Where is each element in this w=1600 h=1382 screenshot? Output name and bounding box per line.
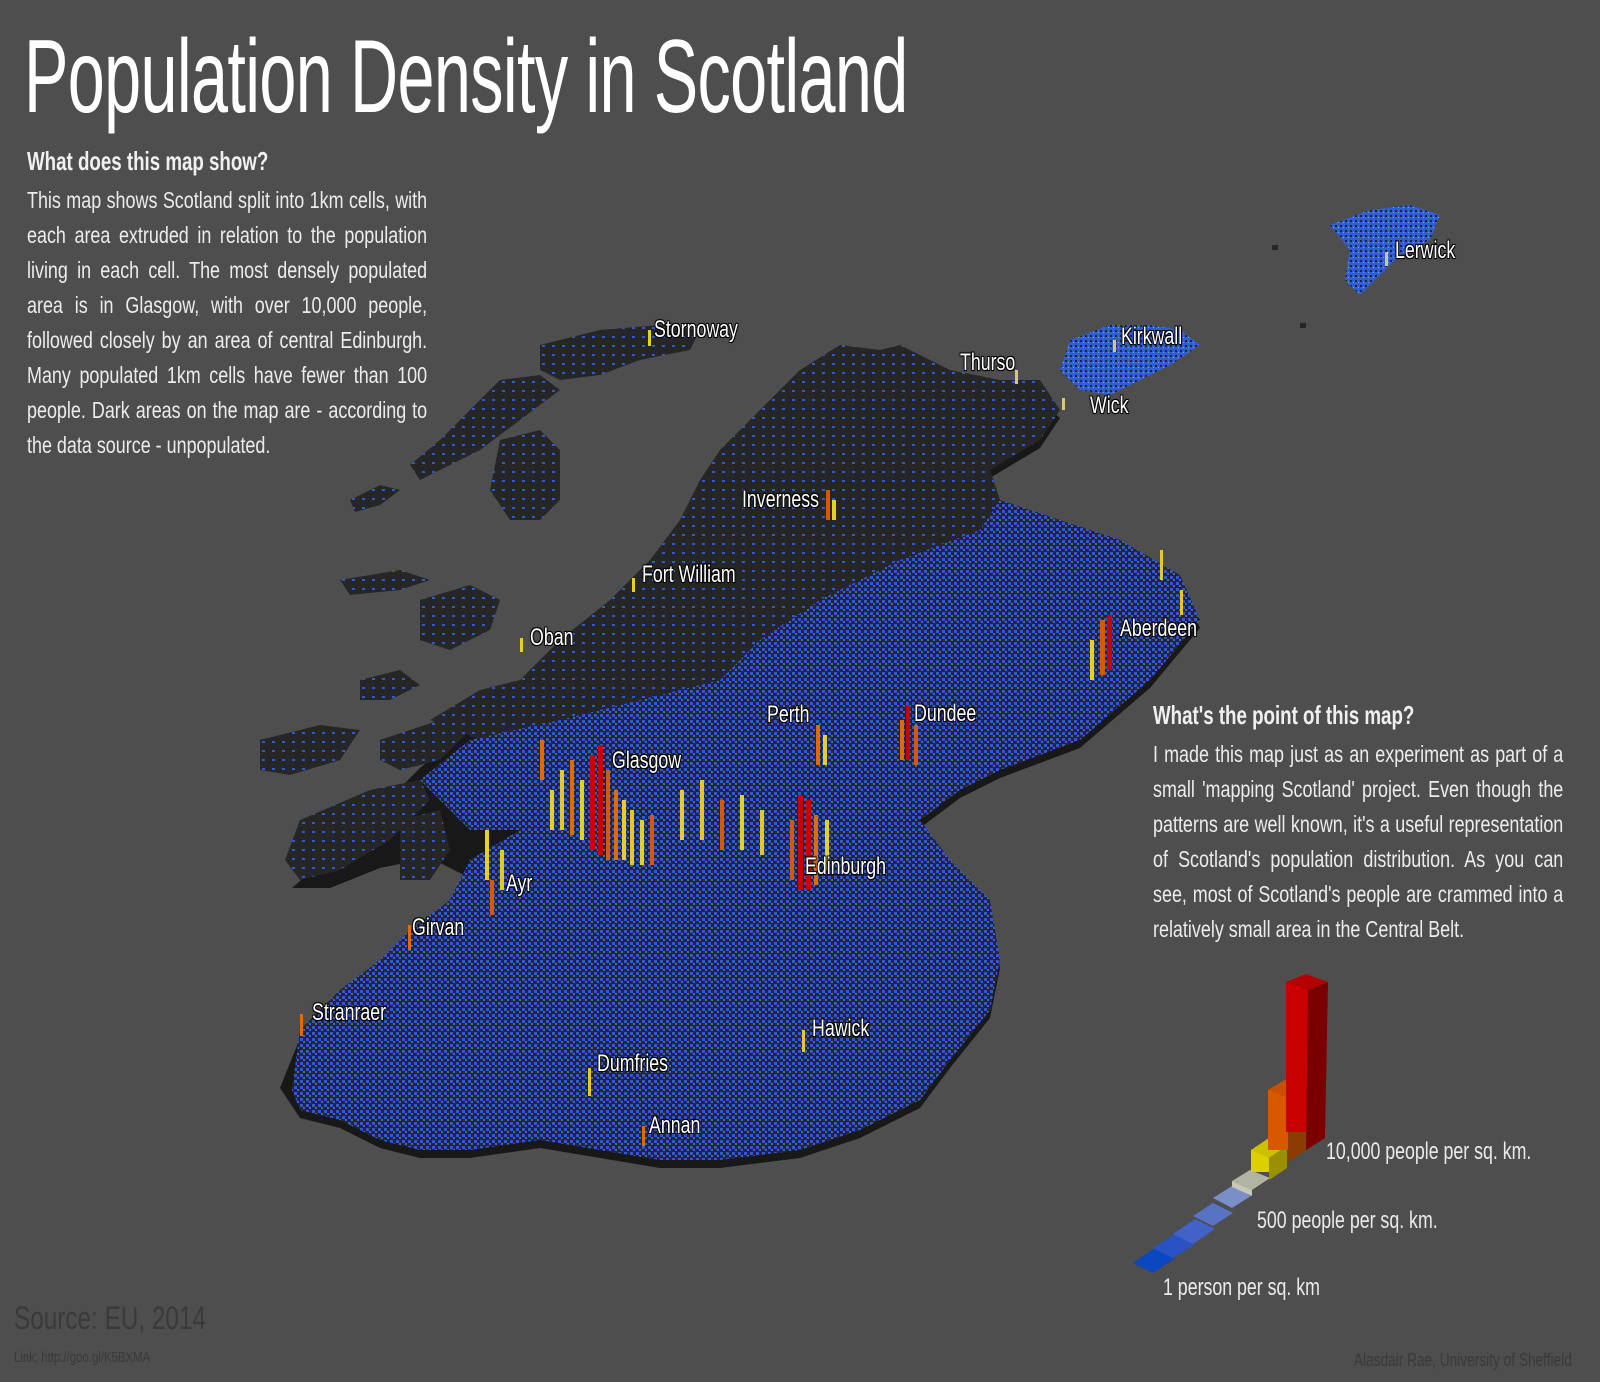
source-text: Source: EU, 2014 [14, 1300, 206, 1336]
map-description-panel: What does this map show? This map shows … [27, 146, 427, 463]
city-label-dundee: Dundee [914, 700, 977, 727]
city-label-thurso: Thurso [960, 349, 1016, 376]
legend-chart [1133, 974, 1328, 1273]
city-label-aberdeen: Aberdeen [1120, 615, 1198, 642]
legend-label-min: 1 person per sq. km [1163, 1274, 1320, 1301]
ayr-spikes [485, 830, 504, 915]
city-label-edinburgh: Edinburgh [805, 853, 886, 880]
city-label-ayr: Ayr [506, 870, 533, 897]
legend-label-mid: 500 people per sq. km. [1257, 1207, 1438, 1234]
mainland-north [430, 345, 1060, 740]
city-label-hawick: Hawick [812, 1015, 870, 1042]
author-credit: Alasdair Rae, University of Sheffield [1285, 1350, 1572, 1371]
purpose-body: I made this map just as an experiment as… [1153, 741, 1564, 942]
city-label-oban: Oban [530, 624, 574, 651]
western-islands [260, 325, 700, 880]
description-heading: What does this map show? [27, 146, 269, 176]
author-credit-text: Alasdair Rae, University of Sheffield [1354, 1350, 1572, 1370]
density-spikes [300, 252, 1388, 1146]
source-link[interactable]: Link: http://goo.gl/K5BXMA [14, 1349, 151, 1366]
legend-label-max: 10,000 people per sq. km. [1326, 1138, 1532, 1165]
city-label-lerwick: Lerwick [1395, 237, 1456, 264]
city-label-dumfries: Dumfries [597, 1050, 669, 1077]
city-label-stornoway: Stornoway [654, 316, 738, 343]
map-purpose-panel: What's the point of this map? I made thi… [1153, 700, 1563, 947]
northern-isles [1060, 205, 1440, 395]
description-body: This map shows Scotland split into 1km c… [27, 187, 428, 458]
purpose-heading: What's the point of this map? [1153, 700, 1415, 730]
edinburgh-spikes [790, 795, 829, 890]
city-label-girvan: Girvan [412, 914, 465, 941]
mainland-central [420, 500, 1200, 830]
city-label-glasgow: Glasgow [612, 747, 682, 774]
city-label-perth: Perth [767, 701, 810, 728]
glasgow-spikes [540, 740, 654, 865]
city-label-inverness: Inverness [742, 486, 820, 513]
page-title: Population Density in Scotland [24, 19, 908, 135]
city-label-fort-william: Fort William [642, 561, 736, 588]
central-belt-spikes [680, 780, 764, 855]
city-label-wick: Wick [1090, 392, 1129, 419]
city-label-stranraer: Stranraer [312, 999, 387, 1026]
city-label-kirkwall: Kirkwall [1121, 323, 1183, 350]
mainland-south [292, 810, 1000, 1160]
city-label-annan: Annan [649, 1112, 701, 1139]
